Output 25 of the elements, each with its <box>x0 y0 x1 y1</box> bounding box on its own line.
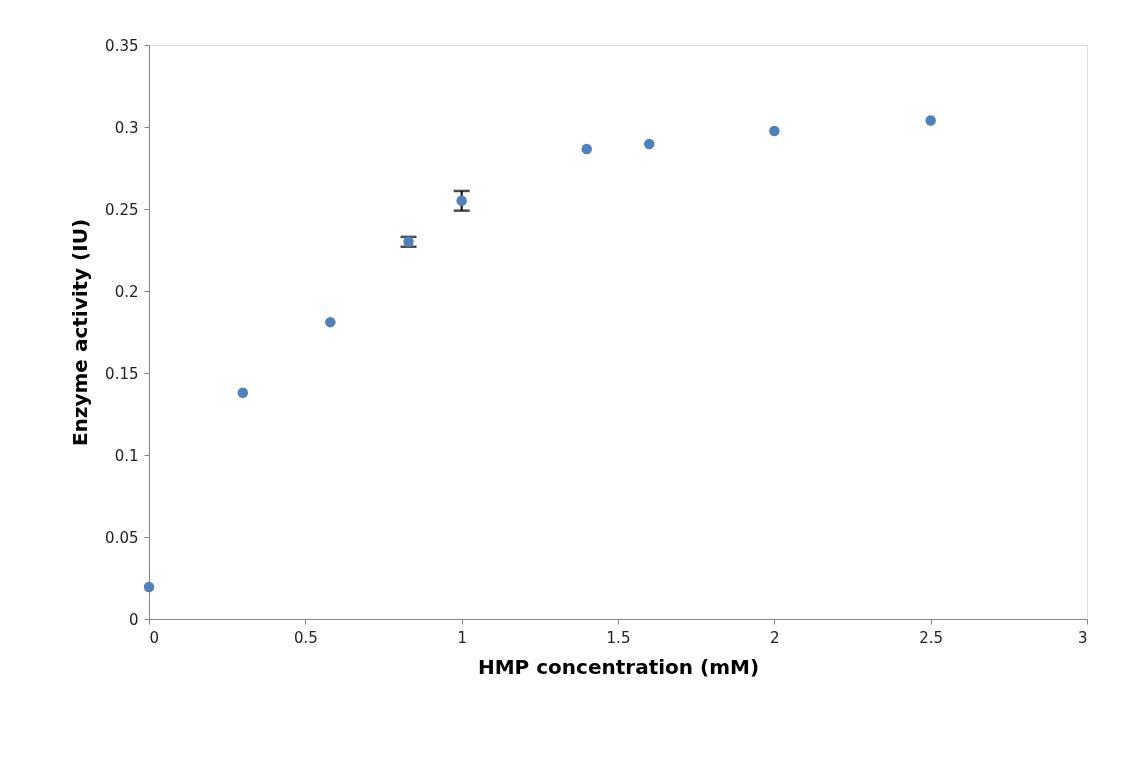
point <box>925 115 936 126</box>
x-tick-label: 2 <box>770 628 780 647</box>
x-tick-label: 2.5 <box>919 628 944 647</box>
x-tick-label: 1.5 <box>606 628 631 647</box>
y-tick-label: 0.25 <box>105 200 139 219</box>
point <box>456 195 467 207</box>
y-tick-label: 0.2 <box>114 282 139 301</box>
x-tick-label: 3 <box>1077 628 1088 647</box>
point <box>769 125 780 137</box>
point <box>237 387 249 398</box>
y-tick-label: 0.1 <box>114 446 139 465</box>
x-axis-title: HMP concentration (mM) <box>477 654 760 679</box>
point <box>581 143 592 155</box>
y-tick-label: 0.3 <box>114 118 139 137</box>
point <box>143 581 155 593</box>
y-tick-label: 0.15 <box>105 364 139 383</box>
y-tick-label: 0.05 <box>105 528 139 547</box>
point <box>325 316 336 328</box>
y-axis-title: Enzyme activity (IU) <box>68 218 93 447</box>
x-tick-label: 0.5 <box>293 628 318 647</box>
point <box>644 138 655 150</box>
y-tick-label: 0 <box>128 610 139 629</box>
x-tick-label: 0 <box>149 628 160 647</box>
x-tick-label: 1 <box>457 628 467 647</box>
y-tick-label: 0.35 <box>105 36 139 55</box>
